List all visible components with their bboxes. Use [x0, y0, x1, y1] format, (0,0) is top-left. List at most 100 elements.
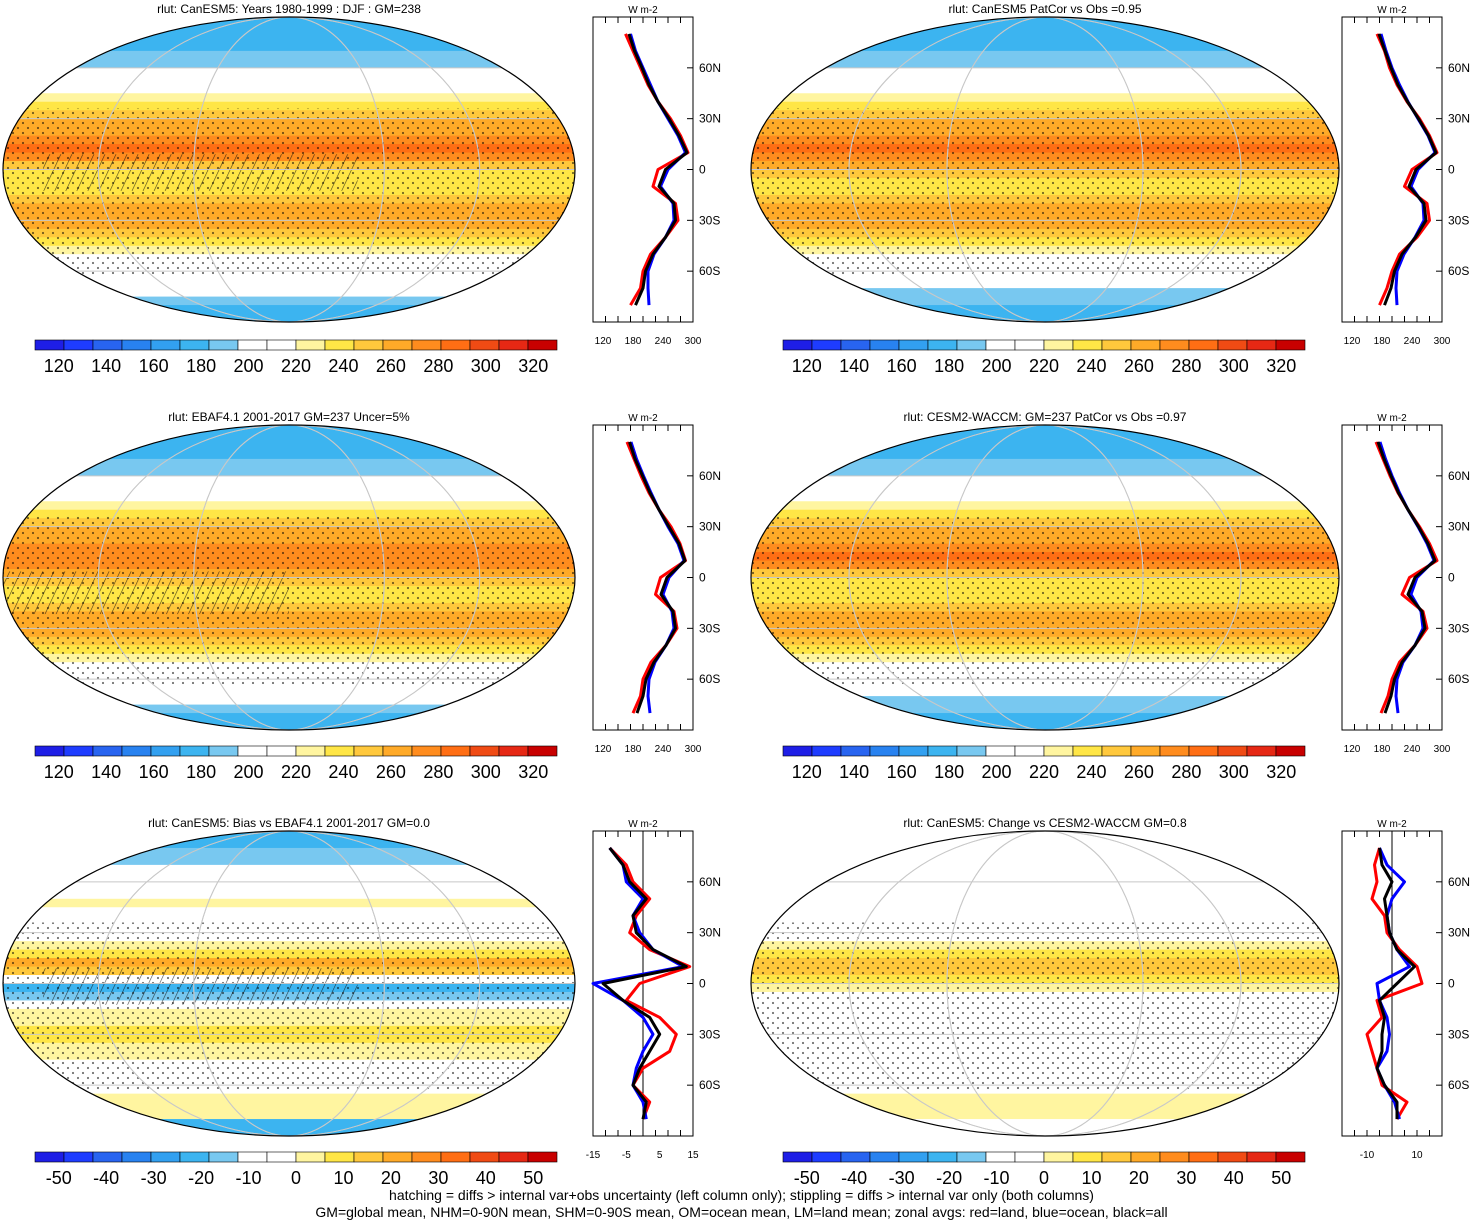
zonal-x-tick-label: 120 — [595, 744, 612, 755]
colorbar-tick-label: 0 — [1039, 1168, 1049, 1188]
colorbar-tick-label: 160 — [139, 762, 169, 782]
map-band — [3, 93, 575, 103]
colorbar-tick-label: 30 — [1176, 1168, 1196, 1188]
zonal-units: W m-2 — [628, 819, 658, 830]
zonal-series-line — [1365, 847, 1424, 1120]
colorbar-tick-label: 260 — [376, 762, 406, 782]
zonal-series-line — [601, 846, 688, 1120]
colorbar-tick-label: 320 — [518, 762, 548, 782]
zonal-plot: W m-2 -10 10 60N 30N 0 30S 60S — [1341, 819, 1470, 1161]
colorbar-tick-label: 320 — [1266, 762, 1296, 782]
colorbar-swatch — [1159, 745, 1190, 757]
colorbar-swatch — [34, 1151, 65, 1163]
zonal-x-tick-label: -5 — [622, 1150, 631, 1161]
colorbar-swatch — [469, 1151, 500, 1163]
colorbar-swatch — [927, 745, 958, 757]
graticule-lon — [848, 425, 1242, 730]
colorbar-swatch — [353, 1151, 384, 1163]
zonal-lat-label: 0 — [1448, 163, 1455, 177]
colorbar-swatch — [150, 339, 181, 351]
colorbar-tick-label: 280 — [1171, 356, 1201, 376]
colorbar-swatch — [266, 745, 297, 757]
colorbar-swatch — [1014, 339, 1045, 351]
colorbar-swatch — [150, 1151, 181, 1163]
zonal-lat-label: 30S — [699, 1027, 720, 1041]
map-band — [3, 713, 575, 723]
colorbar-swatch — [1217, 339, 1248, 351]
colorbar-tick-label: 120 — [792, 356, 822, 376]
zonal-lat-label: 0 — [699, 977, 706, 991]
map-band — [751, 441, 1339, 452]
zonal-lat-label: 30N — [699, 926, 721, 940]
map-band — [751, 509, 1339, 520]
map-band — [3, 484, 575, 494]
map-band — [751, 101, 1339, 112]
colorbar-tick-label: 320 — [518, 356, 548, 376]
zonal-lat-label: 30S — [1448, 213, 1469, 227]
zonal-lat-label: 30N — [1448, 112, 1470, 126]
colorbar: 120 140 160 180 200 220 240 260 280 300 320 — [34, 745, 558, 782]
colorbar-swatch — [782, 339, 813, 351]
zonal-lat-label: 60S — [1448, 672, 1469, 686]
zonal-units: W m-2 — [628, 5, 658, 16]
graticule-lon — [193, 17, 385, 322]
zonal-lat-label: 30S — [699, 213, 720, 227]
map-band — [3, 425, 575, 435]
map-field — [751, 831, 1339, 1136]
colorbar-tick-label: 40 — [476, 1168, 496, 1188]
colorbar-swatch — [811, 1151, 842, 1163]
colorbar-swatch — [1275, 1151, 1306, 1163]
colorbar-swatch — [1130, 1151, 1161, 1163]
zonal-lat-label: 60N — [1448, 469, 1470, 483]
colorbar-tick-label: 30 — [428, 1168, 448, 1188]
colorbar-tick-label: 280 — [1171, 762, 1201, 782]
map-band — [751, 1127, 1339, 1136]
colorbar-tick-label: 160 — [887, 762, 917, 782]
map-band — [3, 1127, 575, 1136]
colorbar-swatch — [869, 1151, 900, 1163]
stippling — [751, 922, 1339, 1091]
map-band — [751, 1102, 1339, 1112]
map-band — [751, 492, 1339, 503]
map-band — [751, 17, 1339, 27]
map-field — [751, 425, 1339, 730]
colorbar-swatch — [498, 745, 529, 757]
zonal-x-tick-label: -10 — [1360, 1150, 1375, 1161]
colorbar-swatch — [840, 339, 871, 351]
zonal-lat-label: 30N — [1448, 926, 1470, 940]
zonal-x-tick-label: 300 — [685, 744, 702, 755]
colorbar-swatch — [1101, 1151, 1132, 1163]
colorbar: 120 140 160 180 200 220 240 260 280 300 320 — [782, 745, 1306, 782]
zonal-lat-label: 30N — [1448, 520, 1470, 534]
zonal-plot: W m-2 120 180 240 300 60N 30N 0 30S 60S — [592, 413, 721, 755]
colorbar-tick-label: 240 — [1076, 762, 1106, 782]
panel-6: rlut: CanESM5: Change vs CESM2-WACCM GM=… — [750, 816, 1470, 1188]
colorbar-swatch — [1159, 1151, 1190, 1163]
colorbar-swatch — [179, 339, 210, 351]
colorbar-swatch — [179, 1151, 210, 1163]
graticule-lon — [193, 425, 385, 730]
colorbar-swatch — [411, 339, 442, 351]
map-band — [3, 17, 575, 27]
map-band — [751, 881, 1339, 892]
colorbar-swatch — [1246, 1151, 1277, 1163]
map-band — [3, 84, 575, 95]
colorbar-swatch — [840, 745, 871, 757]
hatching — [43, 154, 358, 191]
colorbar-tick-label: 10 — [333, 1168, 353, 1188]
colorbar-swatch — [782, 745, 813, 757]
colorbar-swatch — [469, 339, 500, 351]
map-band — [751, 59, 1339, 69]
zonal-x-tick-label: 120 — [1344, 336, 1361, 347]
map-band — [3, 450, 575, 460]
colorbar-swatch — [295, 1151, 326, 1163]
map-band — [3, 1119, 575, 1129]
map-band — [751, 721, 1339, 730]
colorbar-swatch — [440, 745, 471, 757]
map-band — [751, 1093, 1339, 1104]
colorbar-tick-label: 280 — [423, 762, 453, 782]
zonal-lat-label: 30S — [1448, 1027, 1469, 1041]
colorbar-swatch — [353, 339, 384, 351]
graticule-lon — [946, 831, 1144, 1136]
colorbar-swatch — [92, 1151, 123, 1163]
